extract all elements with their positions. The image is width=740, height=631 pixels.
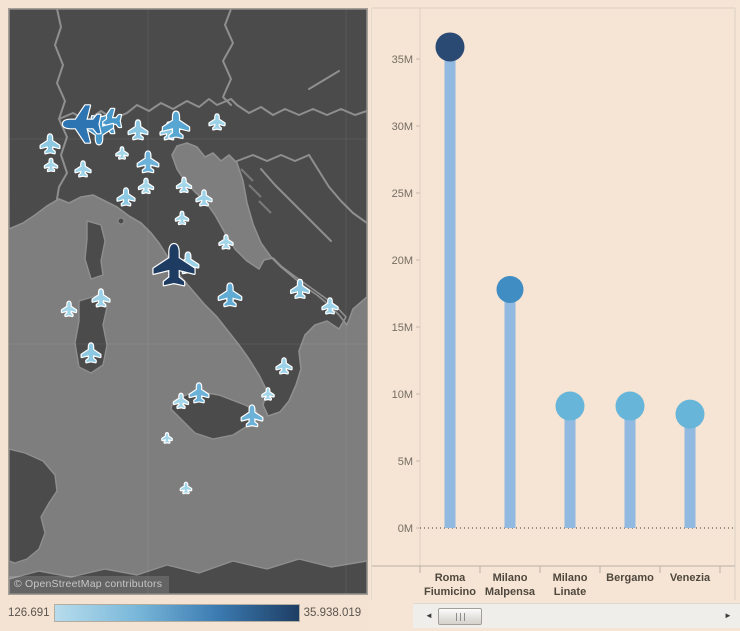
- country-border: [308, 154, 367, 224]
- y-tick-label: 20M: [392, 255, 413, 267]
- chart-background: [370, 0, 740, 631]
- lollipop-point-milano-linate[interactable]: [555, 391, 585, 421]
- landmass-tunisia: [9, 448, 58, 564]
- horizontal-scrollbar[interactable]: ◄ ►: [413, 603, 740, 628]
- category-label: Fiumicino: [424, 586, 476, 598]
- airplane-mark-parma[interactable]: [116, 147, 127, 158]
- y-tick-label: 15M: [392, 322, 413, 334]
- scroll-left-arrow[interactable]: ◄: [425, 611, 433, 620]
- passengers-lollipop-chart: 0M 5M 10M 15M 20M 25M 30M 35M Roma Fiumicino Milan…: [370, 0, 740, 631]
- airplane-mark-rimini[interactable]: [177, 178, 191, 192]
- y-tick-label: 10M: [392, 389, 413, 401]
- y-tick-label: 25M: [392, 188, 413, 200]
- italy-airports-map[interactable]: [9, 9, 367, 594]
- airplane-mark-brindisi[interactable]: [323, 298, 338, 313]
- y-tick-label: 0M: [398, 523, 413, 535]
- island-sliver: [248, 184, 262, 198]
- category-label: Bergamo: [606, 572, 654, 584]
- airplane-mark-trieste[interactable]: [210, 114, 225, 129]
- lollipop-stem-roma-fiumicino[interactable]: [444, 46, 456, 528]
- airplane-mark-bologna[interactable]: [138, 152, 158, 173]
- airplane-mark-ancona[interactable]: [197, 190, 212, 205]
- airplane-mark-roma-fiumicino[interactable]: [154, 244, 195, 285]
- airplane-mark-bari[interactable]: [291, 280, 309, 298]
- category-label: Venezia: [670, 572, 711, 584]
- scrollbar-thumb[interactable]: [438, 608, 482, 625]
- lollipop-point-venezia[interactable]: [675, 399, 705, 429]
- legend-max-value: 35.938.019: [303, 607, 362, 619]
- lollipop-point-milano-malpensa[interactable]: [496, 275, 524, 303]
- legend-min-value: 126.691: [8, 607, 50, 619]
- country-border: [222, 9, 234, 106]
- landmass-europe: [9, 9, 367, 417]
- color-legend: 126.691 35.938.019: [8, 602, 368, 624]
- airplane-mark-reggio-calabria[interactable]: [262, 388, 273, 399]
- airplane-mark-milano-malpensa[interactable]: [63, 105, 100, 142]
- map-attribution: © OpenStreetMap contributors: [9, 576, 170, 593]
- lollipop-stem-milano-linate[interactable]: [564, 406, 576, 528]
- airplane-mark-olbia[interactable]: [93, 289, 110, 306]
- country-border: [308, 70, 340, 90]
- y-tick-label: 35M: [392, 54, 413, 66]
- scroll-right-arrow[interactable]: ►: [724, 611, 732, 620]
- country-border: [260, 168, 332, 242]
- category-label: Milano: [493, 572, 528, 584]
- lollipop-stem-bergamo[interactable]: [624, 406, 636, 528]
- lollipop-stem-milano-malpensa[interactable]: [504, 289, 516, 528]
- airplane-mark-pescara[interactable]: [219, 235, 232, 248]
- airplane-mark-alghero[interactable]: [62, 302, 76, 316]
- landmass-sicily: [170, 390, 258, 440]
- airplane-mark-catania[interactable]: [242, 406, 262, 427]
- airplane-mark-palermo[interactable]: [190, 384, 209, 403]
- airplane-mark-firenze[interactable]: [139, 179, 153, 193]
- airplane-mark-venezia[interactable]: [163, 112, 189, 138]
- airplane-mark-cuneo[interactable]: [45, 159, 57, 171]
- y-tick-label: 5M: [398, 456, 413, 468]
- category-label: Linate: [554, 586, 586, 598]
- category-label: Roma: [435, 572, 466, 584]
- airplane-mark-lamezia-terme[interactable]: [277, 358, 292, 373]
- lollipop-point-roma-fiumicino[interactable]: [435, 32, 465, 62]
- airplane-mark-verona[interactable]: [129, 121, 148, 140]
- airplane-mark-lampedusa[interactable]: [181, 483, 191, 493]
- island-sliver: [258, 200, 272, 214]
- landmass-africa-coast: [9, 558, 367, 594]
- airplane-mark-trapani[interactable]: [174, 394, 188, 408]
- category-label: Malpensa: [485, 586, 536, 598]
- island-elba: [117, 217, 125, 225]
- country-border: [54, 9, 68, 200]
- category-label: Milano: [553, 572, 588, 584]
- lollipop-stem-venezia[interactable]: [684, 414, 696, 528]
- country-border: [236, 154, 310, 162]
- map-panel: © OpenStreetMap contributors: [8, 8, 368, 595]
- airplane-mark-torino[interactable]: [41, 135, 60, 154]
- scrollbar-grip-icon: [455, 612, 465, 621]
- legend-gradient-bar: [53, 604, 300, 622]
- island-sliver: [240, 168, 254, 182]
- country-border: [236, 104, 367, 116]
- chart-panel: 0M 5M 10M 15M 20M 25M 30M 35M Roma Fiumicino Milan…: [370, 0, 740, 631]
- lollipop-point-bergamo[interactable]: [615, 391, 645, 421]
- airplane-mark-cagliari[interactable]: [82, 344, 101, 363]
- airplane-mark-pisa[interactable]: [118, 188, 135, 205]
- airplane-mark-pantelleria[interactable]: [162, 433, 171, 442]
- airplane-mark-genova[interactable]: [76, 161, 91, 176]
- airplane-mark-napoli[interactable]: [219, 284, 241, 306]
- y-tick-label: 30M: [392, 121, 413, 133]
- landmass-corsica: [84, 220, 106, 280]
- airplane-mark-perugia[interactable]: [176, 212, 188, 224]
